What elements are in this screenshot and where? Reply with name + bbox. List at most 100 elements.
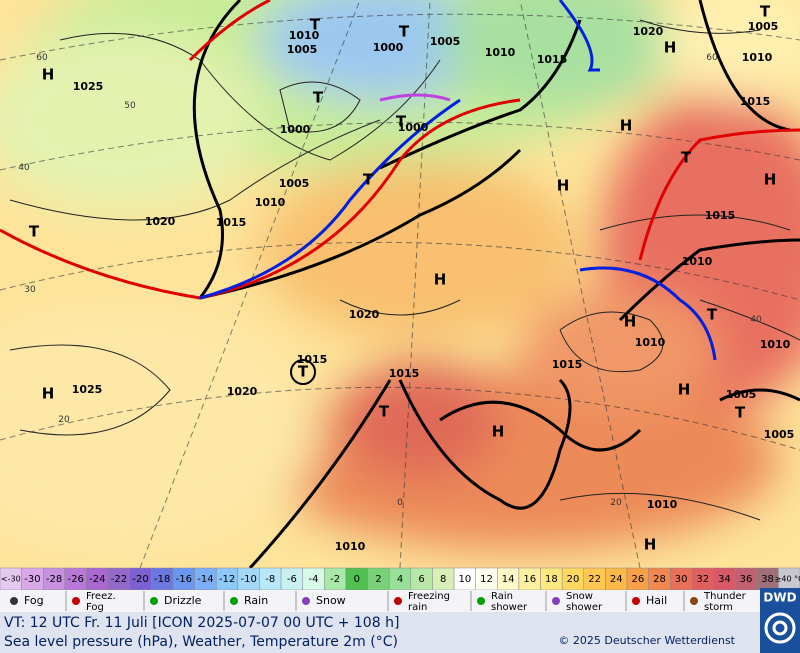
isobar-value: 1005: [287, 43, 318, 56]
symbol-icon: [690, 597, 698, 605]
scale-label: -26: [68, 574, 84, 585]
isobar-value: 1010: [742, 51, 773, 64]
scale-label: 6: [418, 574, 424, 585]
isobar-value: 1005: [726, 388, 757, 401]
scale-label: 12: [480, 574, 493, 585]
pressure-center: T: [310, 16, 321, 34]
pressure-center: T: [707, 306, 718, 324]
pressure-center: T: [681, 149, 692, 167]
symbol-label: Drizzle: [164, 594, 202, 607]
symbol-icon: [302, 597, 310, 605]
dwd-logo-mark: [764, 612, 796, 644]
isobar-value: 1000: [398, 121, 429, 134]
copyright: © 2025 Deutscher Wetterdienst: [558, 634, 735, 647]
pressure-center: H: [42, 66, 55, 84]
pressure-center: T: [735, 404, 746, 422]
pressure-center: H: [42, 385, 55, 403]
pressure-center: H: [557, 177, 570, 195]
scale-label: 22: [588, 574, 601, 585]
grid-label: 20: [58, 415, 70, 425]
pressure-center: T: [313, 89, 324, 107]
pressure-center: H: [764, 171, 777, 189]
main-isobars: [192, 0, 800, 568]
isobar-value: 1000: [280, 123, 311, 136]
scale-label: 34: [718, 574, 731, 585]
pressure-center: T: [298, 363, 309, 381]
scale-label: -16: [176, 574, 192, 585]
isobar-value: 1015: [389, 367, 420, 380]
scale-label: -12: [219, 574, 235, 585]
pressure-center: T: [760, 3, 771, 21]
scale-label: -6: [287, 574, 297, 585]
isobar-value: 1015: [705, 209, 736, 222]
map: H1025T10001005101010151020T1020HT1015102…: [0, 0, 800, 568]
symbol-icon: [10, 597, 18, 605]
pressure-center: T: [399, 23, 410, 41]
cold-front: [199, 98, 461, 300]
isobar-value: 1015: [740, 95, 771, 108]
isobars: [9, 19, 800, 521]
isobar-value: 1020: [349, 308, 380, 321]
symbol-icon: [150, 597, 158, 605]
symbol-icon: [477, 597, 485, 605]
isobar-value: 1010: [647, 498, 678, 511]
low-circle: [290, 359, 316, 385]
pressure-center: H: [644, 536, 657, 554]
isobar-value: 1025: [73, 80, 104, 93]
scale-label: 16: [523, 574, 536, 585]
grid-label: 50: [124, 101, 136, 111]
scale-label: 10: [458, 574, 471, 585]
scale-label: 24: [610, 574, 623, 585]
isobar-value: 1010: [682, 255, 713, 268]
scale-label: 38: [761, 574, 774, 585]
scale-label: 0: [354, 574, 360, 585]
scale-label: -28: [46, 574, 62, 585]
symbol-label: Freezing rain: [408, 591, 450, 613]
symbol-label: Rain shower: [491, 591, 528, 613]
isobar-value: 1010: [635, 336, 666, 349]
pressure-center: T: [363, 171, 374, 189]
isobar-value: 1015: [537, 53, 568, 66]
warm-front: [0, 98, 521, 300]
isobar-value: 1005: [748, 20, 779, 33]
scale-label: -2: [330, 574, 340, 585]
pressure-center: T: [396, 113, 407, 131]
scale-label: -14: [197, 574, 213, 585]
scale-label: 36: [740, 574, 753, 585]
symbol-label: Fog: [24, 594, 44, 607]
dwd-logo-text: DWD: [763, 591, 796, 605]
isobar-value: 1010: [289, 29, 320, 42]
grid-label: 30: [24, 285, 36, 295]
symbol-label: Thunder storm: [703, 591, 747, 613]
scale-label: 8: [440, 574, 446, 585]
scale-label: 20: [567, 574, 580, 585]
pressure-center: H: [434, 271, 447, 289]
isobar-value: 1015: [552, 358, 583, 371]
pressure-center: H: [678, 381, 691, 399]
isobar-value: 1010: [760, 338, 791, 351]
isobar-value: 1010: [255, 196, 286, 209]
isobar-value: 1000: [373, 41, 404, 54]
cold-front: [579, 266, 717, 361]
scale-label: -22: [111, 574, 127, 585]
valid-time: VT: 12 UTC Fr. 11 Juli [ICON 2025-07-07 …: [4, 615, 399, 631]
isobar-value: 1010: [485, 46, 516, 59]
occlusion: [379, 93, 451, 102]
isobar-value: 1025: [72, 383, 103, 396]
isobar-value: 1020: [227, 385, 258, 398]
pressure-center: H: [624, 313, 637, 331]
symbol-label: Hail: [646, 594, 667, 607]
grid-label: 60: [36, 53, 48, 63]
grid-label: 0: [397, 498, 403, 508]
pressure-center: H: [664, 39, 677, 57]
description: Sea level pressure (hPa), Weather, Tempe…: [4, 634, 398, 650]
scale-label: -4: [309, 574, 319, 585]
scale-label: -24: [89, 574, 105, 585]
pressure-center: H: [492, 423, 505, 441]
pressure-center: T: [29, 223, 40, 241]
symbol-icon: [552, 597, 560, 605]
warm-front: [188, 0, 271, 62]
symbol-label: Freez. Fog: [86, 591, 116, 613]
scale-label: <-30: [1, 575, 21, 584]
